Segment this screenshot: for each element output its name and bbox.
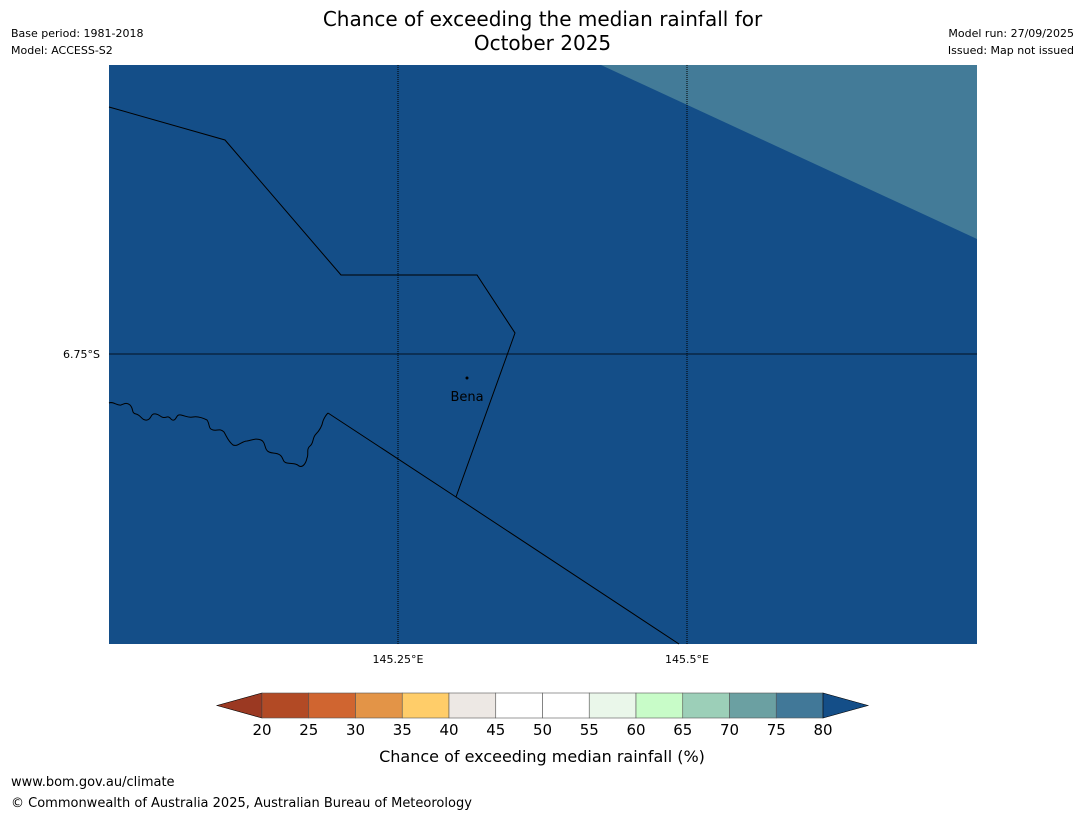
- map-title-line-1: Chance of exceeding the median rainfall …: [322, 7, 763, 31]
- colorbar-tick-label: 70: [720, 721, 739, 739]
- colorbar-bin-35-40: [401, 692, 450, 719]
- colorbar-bin-65-70: [682, 692, 730, 719]
- province-boundary: [108, 402, 329, 467]
- colorbar-bin-20-25: [261, 692, 310, 719]
- district-boundary: [108, 106, 516, 498]
- colorbar-bin-40-45: [448, 692, 497, 719]
- colorbar-bin-60-65: [635, 692, 684, 719]
- colorbar-tick-label: 50: [533, 721, 552, 739]
- lon-label-145-5: 145.5°E: [665, 653, 709, 666]
- footer-url: www.bom.gov.au/climate: [11, 775, 175, 790]
- meta-left: Base period: 1981-2018 Model: ACCESS-S2: [11, 25, 143, 59]
- lon-label-145-25: 145.25°E: [373, 653, 424, 666]
- place-label-bena: Bena: [450, 390, 483, 405]
- colorbar-tick-label: 25: [299, 721, 318, 739]
- colorbar-bin-30-35: [355, 692, 403, 719]
- base-period: Base period: 1981-2018: [11, 27, 144, 40]
- colorbar-tick-label: 35: [393, 721, 412, 739]
- bena-marker: [465, 376, 469, 380]
- footer-copyright: © Commonwealth of Australia 2025, Austra…: [11, 796, 472, 811]
- colorbar-tick-label: 30: [346, 721, 365, 739]
- colorbar-tick-label: 75: [767, 721, 786, 739]
- colorbar-extension-high: [822, 692, 870, 719]
- colorbar-bin-45-50: [495, 692, 543, 719]
- colorbar-tick-label: 20: [252, 721, 271, 739]
- colorbar-tick-label: 60: [626, 721, 645, 739]
- colorbar-bin-75-80: [775, 692, 824, 719]
- colorbar-tick-label: 55: [580, 721, 599, 739]
- model-name: Model: ACCESS-S2: [11, 44, 113, 57]
- colorbar-tick-label: 65: [673, 721, 692, 739]
- colorbar: 20 25 30 35 40 45 50 55 60 65 70 75 80: [215, 692, 870, 739]
- lat-label: 6.75°S: [63, 348, 100, 361]
- colorbar-extension-low: [215, 692, 263, 719]
- meta-right: Model run: 27/09/2025 Issued: Map not is…: [948, 25, 1074, 59]
- colorbar-label: Chance of exceeding median rainfall (%): [379, 747, 705, 766]
- colorbar-bin-70-75: [729, 692, 777, 719]
- region-upper-right: [601, 65, 977, 239]
- model-run: Model run: 27/09/2025: [948, 27, 1074, 40]
- colorbar-tick-label: 45: [486, 721, 505, 739]
- rainfall-map: Bena 6.75°S 145.25°E 145.5°E 20 25 30 35 40 4…: [63, 65, 977, 766]
- colorbar-bin-25-30: [308, 692, 356, 719]
- colorbar-bin-50-55: [542, 692, 590, 719]
- colorbar-bin-55-60: [588, 692, 637, 719]
- colorbar-tick-label: 80: [813, 721, 832, 739]
- colorbar-tick-label: 40: [439, 721, 458, 739]
- district-boundary: [327, 412, 680, 645]
- map-title-line-2: October 2025: [473, 31, 612, 55]
- issued-status: Issued: Map not issued: [947, 44, 1074, 57]
